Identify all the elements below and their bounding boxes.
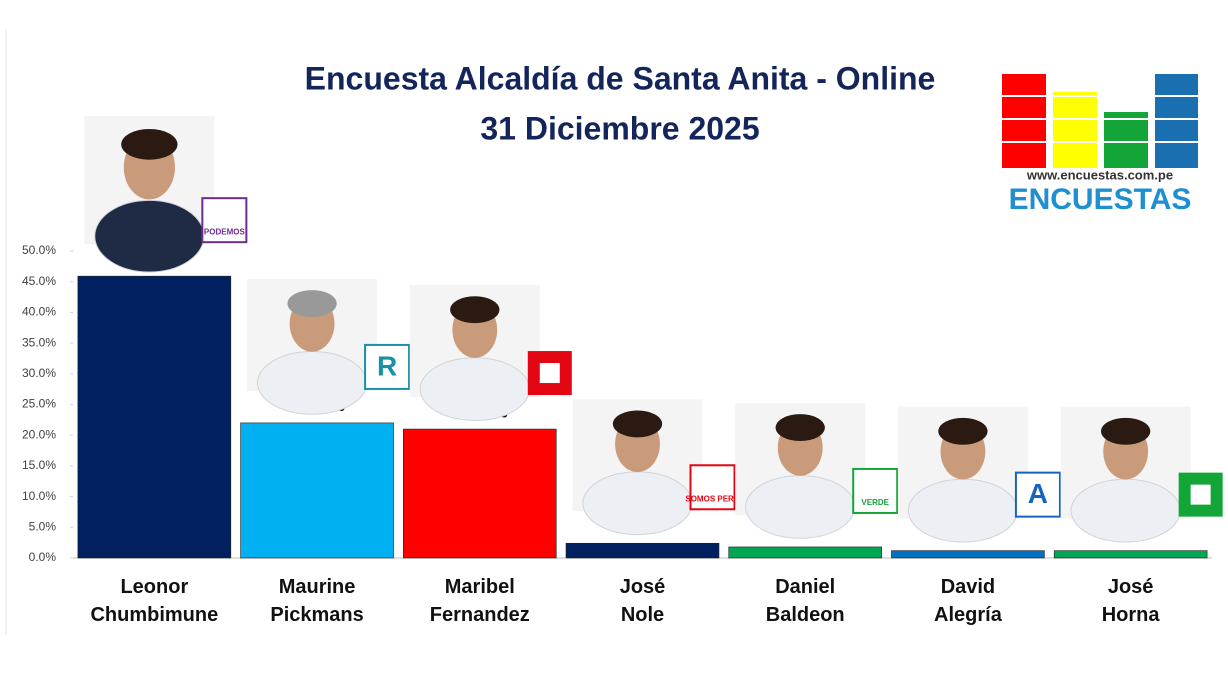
logo-bar <box>1104 112 1148 168</box>
party-logo-text: VERDE <box>861 498 889 507</box>
y-tick-label: 20.0% <box>22 427 56 441</box>
party-logo <box>201 197 248 244</box>
bar <box>891 550 1045 559</box>
photo-hair <box>612 410 663 438</box>
logo-bar <box>1053 92 1097 168</box>
logo-url: www.encuestas.com.pe <box>1026 167 1173 182</box>
photo-hair <box>450 296 500 324</box>
bar <box>565 542 720 559</box>
candidate-photo: VERDE <box>735 402 899 539</box>
candidate-photo: PODEMOS <box>84 116 248 273</box>
photo-body <box>745 475 856 539</box>
party-logo-text: PODEMOS <box>204 227 246 236</box>
candidate-photo: R <box>247 278 411 415</box>
x-tick-label: Maurine Pickmans <box>270 576 363 626</box>
x-tick-label: José Horna <box>1102 576 1161 626</box>
y-tick-label: 50.0% <box>22 243 56 257</box>
logo: www.encuestas.com.pe ENCUESTAS <box>1002 74 1198 216</box>
logo-bar <box>1002 74 1046 168</box>
candidate-photo <box>1060 406 1223 543</box>
party-logo-text: SOMOS PERU <box>685 494 739 503</box>
party-logo <box>852 467 899 514</box>
bar <box>240 422 394 559</box>
photo-hair <box>938 417 988 445</box>
y-tick-label: 0.0% <box>29 550 57 564</box>
bar <box>728 546 882 559</box>
x-tick-label: José Nole <box>620 576 666 626</box>
y-tick-label: 10.0% <box>22 489 56 503</box>
bar <box>77 275 232 559</box>
photo-hair <box>1101 417 1151 445</box>
chart-title: Encuesta Alcaldía de Santa Anita - Onlin… <box>305 60 936 96</box>
party-logo-text: A <box>1028 478 1048 509</box>
x-tick-label: Daniel Baldeon <box>766 576 845 626</box>
photo-hair <box>775 414 825 442</box>
logo-bar <box>1155 74 1198 168</box>
x-tick-label: David Alegría <box>934 576 1003 626</box>
party-logo <box>689 464 736 511</box>
y-tick-label: 40.0% <box>22 305 56 319</box>
photo-body <box>1070 478 1181 543</box>
bar <box>1053 550 1208 559</box>
bar <box>403 428 557 559</box>
y-tick-label: 25.0% <box>22 397 56 411</box>
photo-body <box>94 199 205 273</box>
x-tick-label: Leonor Chumbimune <box>90 576 218 626</box>
y-tick-label: 45.0% <box>22 274 56 288</box>
candidate-photo <box>409 285 572 421</box>
photo-body <box>419 357 530 421</box>
photo-hair <box>121 128 178 160</box>
party-logo-icon <box>539 363 560 384</box>
candidate-photo: A <box>897 406 1061 543</box>
logo-name: ENCUESTAS <box>1009 183 1192 216</box>
photo-body <box>582 471 693 536</box>
candidate-photo: SOMOS PERU <box>572 399 740 536</box>
chart-subtitle: 31 Diciembre 2025 <box>480 110 759 146</box>
y-tick-label: 5.0% <box>29 519 57 533</box>
party-logo-text: R <box>377 350 397 381</box>
y-tick-label: 15.0% <box>22 458 56 472</box>
photo-hair <box>287 290 337 317</box>
party-logo <box>364 343 411 390</box>
photo-body <box>256 351 368 415</box>
y-tick-label: 30.0% <box>22 366 56 380</box>
x-tick-label: Maribel Fernandez <box>430 576 530 626</box>
party-logo-icon <box>1190 484 1211 505</box>
photo-body <box>907 478 1019 543</box>
party-logo <box>1014 471 1061 518</box>
y-tick-label: 35.0% <box>22 335 56 349</box>
